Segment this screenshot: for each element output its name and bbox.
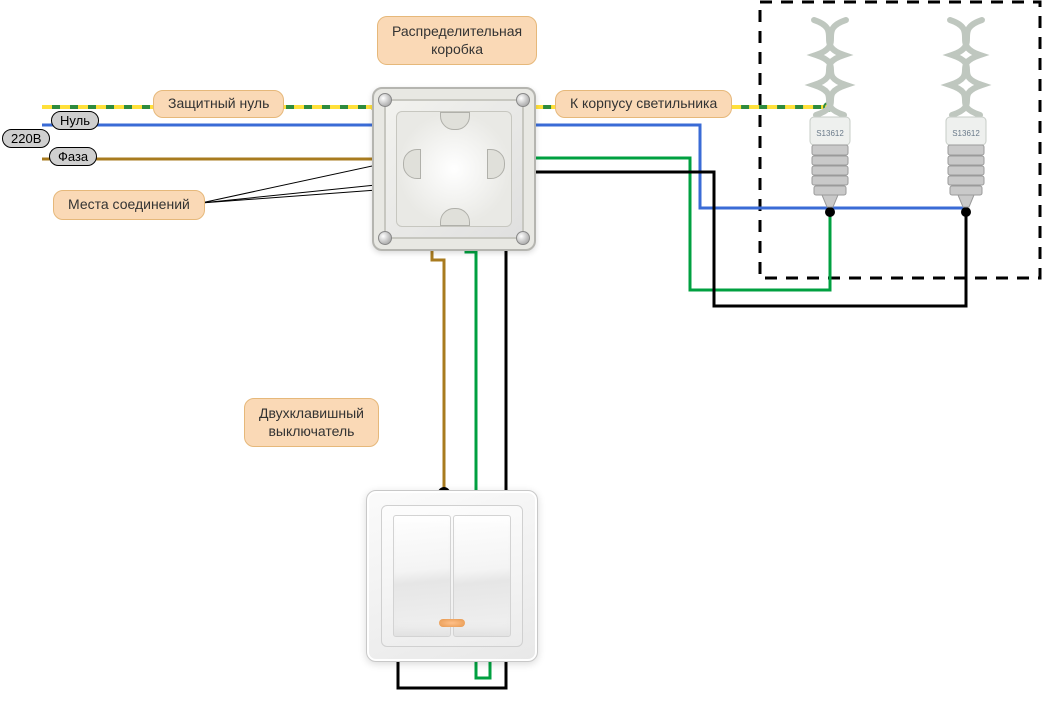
svg-text:S13612: S13612 <box>952 129 980 138</box>
bulb-marking: S13612 <box>816 129 844 138</box>
junction-box <box>372 87 536 251</box>
label-junction-points: Места соединений <box>53 190 205 220</box>
cfl-bulb-1: S13612 <box>794 5 866 210</box>
two-gang-switch <box>366 490 538 662</box>
pill-phase: Фаза <box>49 147 97 166</box>
label-junction-box: Распределительная коробка <box>377 16 537 65</box>
cfl-bulb-2: S13612 <box>930 5 1002 210</box>
pill-null: Нуль <box>51 111 99 130</box>
label-to-lamp-body: К корпусу светильника <box>555 90 732 118</box>
pill-220v: 220В <box>2 129 50 148</box>
label-protective-null: Защитный нуль <box>153 90 284 118</box>
label-switch: Двухклавишный выключатель <box>244 398 379 447</box>
switch-indicator-led <box>439 619 465 627</box>
